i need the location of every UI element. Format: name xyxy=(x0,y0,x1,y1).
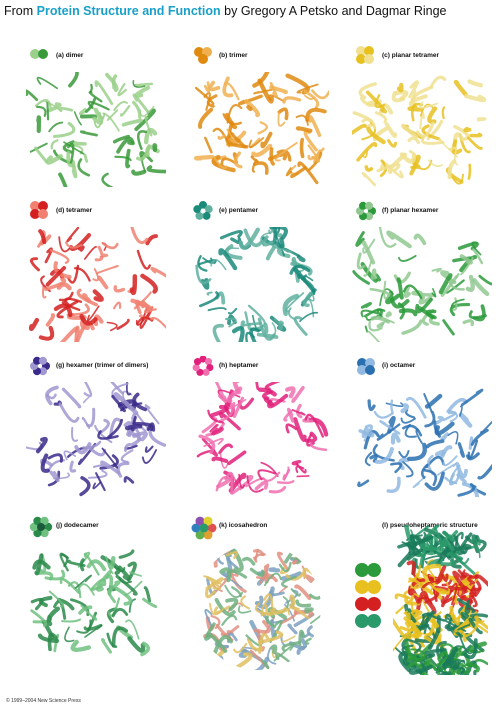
stack-icon xyxy=(354,516,382,540)
hexamer-icon xyxy=(30,356,50,376)
protein-structure-c xyxy=(352,75,487,187)
three-circle-icon xyxy=(194,47,212,64)
protein-structure-f xyxy=(352,227,492,342)
hexamer-icon xyxy=(356,201,376,221)
ring-five-icon xyxy=(193,201,213,220)
protein-structure-k xyxy=(195,544,321,670)
protein-structure-i xyxy=(357,388,492,497)
four-circle-icon xyxy=(356,46,374,64)
source-header: From Protein Structure and Function by G… xyxy=(4,3,447,19)
protein-structure-e xyxy=(195,227,319,342)
header-suffix: by Gregory A Petsko and Dagmar Ringe xyxy=(220,4,447,18)
panel-label-b: (b) trimer xyxy=(219,52,248,59)
protein-structure-d xyxy=(28,227,166,342)
header-prefix: From xyxy=(4,4,37,18)
panel-label-i: (i) octamer xyxy=(382,362,416,369)
panel-label-e: (e) pentamer xyxy=(219,207,259,214)
copyright-notice: © 1999–2004 New Science Press xyxy=(6,698,81,704)
protein-structure-g xyxy=(26,382,166,497)
panel-label-a: (a) dimer xyxy=(56,52,84,59)
panel-label-f: (f) planar hexamer xyxy=(382,207,439,214)
dodecamer-icon xyxy=(29,516,53,538)
stack-icon xyxy=(355,563,381,628)
panel-label-j: (j) dodecamer xyxy=(56,522,99,529)
four-circle-icon xyxy=(30,201,48,219)
protein-structure-j xyxy=(30,549,158,657)
ring-seven-icon xyxy=(192,356,214,376)
protein-structure-l xyxy=(393,525,488,675)
two-circle-icon xyxy=(30,49,48,59)
panel-label-k: (k) icosahedron xyxy=(219,522,268,529)
panel-label-h: (h) heptamer xyxy=(219,362,259,369)
octamer-icon xyxy=(357,358,375,375)
protein-structure-b xyxy=(194,72,329,185)
icosahedron-icon xyxy=(191,516,217,540)
panel-label-g: (g) hexamer (trimer of dimers) xyxy=(56,362,149,369)
protein-structure-a xyxy=(26,72,166,187)
panel-label-c: (c) planar tetramer xyxy=(382,52,440,59)
panel-label-d: (d) tetramer xyxy=(56,207,93,214)
book-title: Protein Structure and Function xyxy=(36,4,221,18)
protein-structure-h xyxy=(196,382,329,495)
panel-label-l: (l) pseudoheptameric structure xyxy=(382,522,478,529)
